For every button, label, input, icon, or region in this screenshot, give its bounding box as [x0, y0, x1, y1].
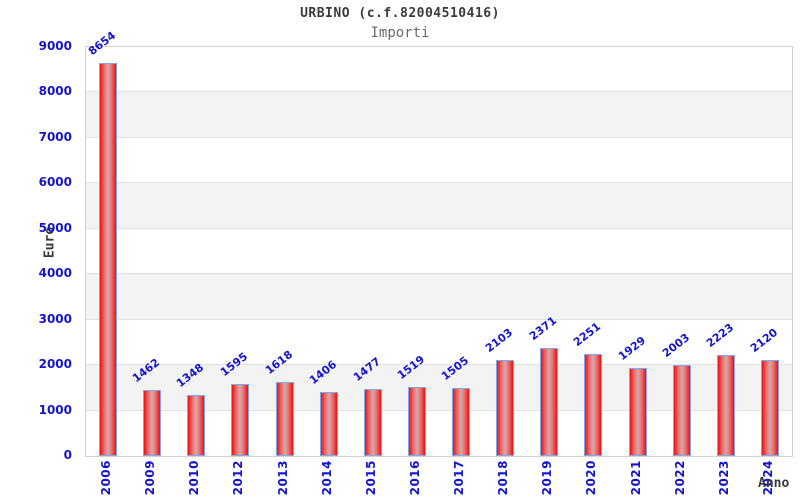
bar-2014 — [319, 392, 338, 456]
bar-2021 — [628, 368, 647, 456]
x-tick-label: 2021 — [628, 460, 643, 496]
x-tick-label: 2022 — [672, 460, 687, 496]
x-tick-label: 2006 — [99, 460, 114, 496]
x-tick-label: 2019 — [540, 460, 555, 496]
gridline — [86, 227, 792, 229]
bar-2013 — [275, 382, 294, 456]
bar-2006 — [99, 62, 118, 456]
y-tick-label: 7000 — [38, 129, 72, 144]
y-tick-label: 0 — [63, 448, 72, 462]
chart-subtitle: Importi — [370, 25, 430, 41]
bar-2019 — [540, 348, 559, 456]
plot-band — [86, 137, 792, 184]
x-tick-label: 2020 — [584, 460, 599, 496]
plot-band — [86, 47, 792, 93]
gridline — [86, 182, 792, 184]
y-tick-label: 1000 — [38, 402, 72, 417]
x-tick-label: 2009 — [143, 460, 158, 496]
y-tick-label: 6000 — [38, 175, 72, 190]
gridline — [86, 364, 792, 366]
bar-2009 — [143, 389, 162, 456]
x-tick-label: 2015 — [363, 460, 378, 496]
gridline — [86, 409, 792, 411]
y-tick-label: 3000 — [38, 311, 72, 326]
x-tick-label: 2014 — [319, 460, 334, 496]
bar-2012 — [231, 383, 250, 456]
chart-title: URBINO (c.f.82004510416) — [300, 6, 500, 21]
y-tick-label: 9000 — [38, 39, 72, 53]
plot-band — [86, 228, 792, 275]
bar-2023 — [716, 354, 735, 456]
plot-area: 8654 1462 1348 1595 1618 1406 1477 1519 1505 2103… — [85, 29, 793, 457]
gridline — [86, 273, 792, 275]
plot-band — [86, 183, 792, 229]
bar-2024 — [760, 359, 779, 456]
x-tick-label: 2018 — [496, 460, 511, 496]
bar-2022 — [672, 364, 691, 456]
bar-2017 — [452, 387, 471, 456]
plot-band — [86, 319, 792, 366]
y-tick-label: 5000 — [38, 220, 72, 235]
y-tick-label: 4000 — [38, 266, 72, 281]
plot-band — [86, 92, 792, 138]
x-tick-label: 2013 — [275, 460, 290, 496]
gridline — [86, 136, 792, 138]
bar-2020 — [584, 353, 603, 456]
x-tick-label: 2017 — [452, 460, 467, 496]
y-tick-label: 8000 — [38, 84, 72, 99]
plot-band — [86, 274, 792, 320]
x-tick-label: 2023 — [716, 460, 731, 496]
gridline — [86, 318, 792, 320]
bar-2018 — [496, 360, 515, 456]
x-tick-label: 2016 — [407, 460, 422, 496]
x-axis-title: Anno — [758, 476, 790, 491]
bar-2015 — [363, 388, 382, 456]
bar-2016 — [407, 386, 426, 456]
bar-2010 — [187, 394, 206, 456]
x-tick-label: 2012 — [231, 460, 246, 496]
y-tick-label: 2000 — [38, 357, 72, 372]
x-tick-label: 2010 — [187, 460, 202, 496]
gridline — [86, 91, 792, 93]
